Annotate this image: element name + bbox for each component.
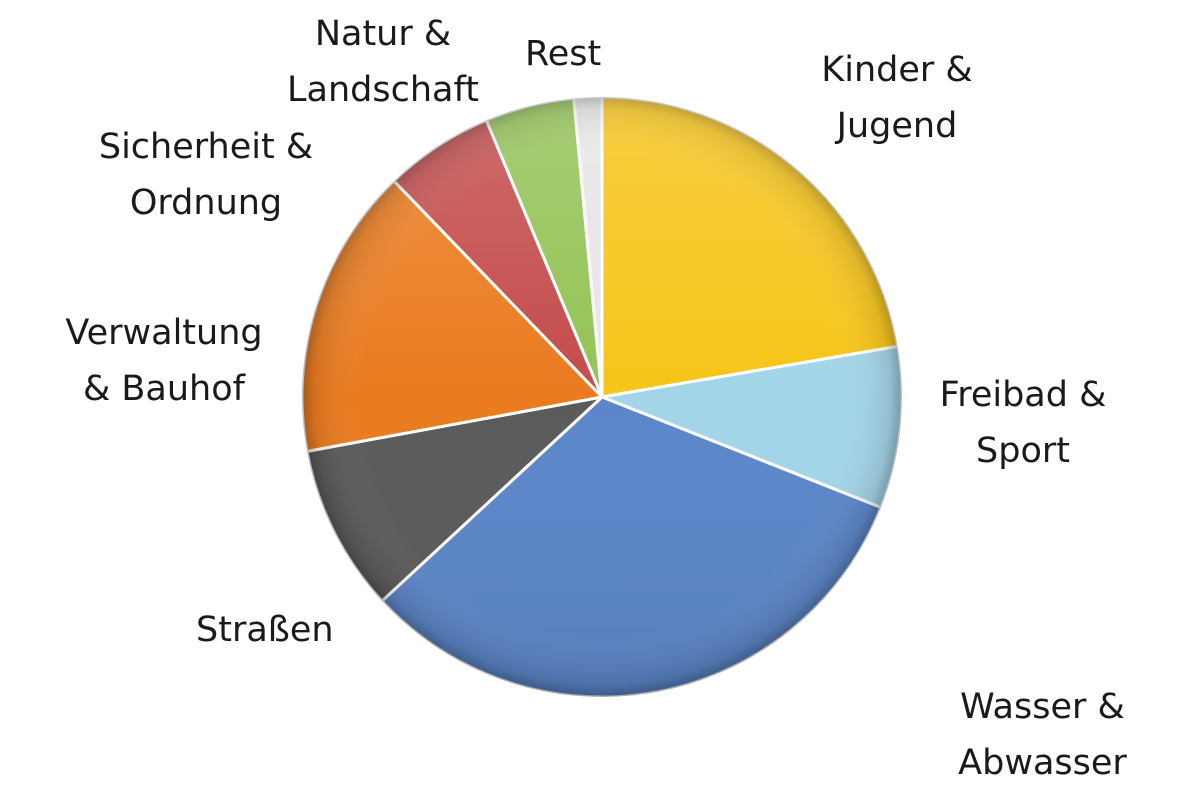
slice-label-freibad-sport: Freibad & Sport bbox=[939, 375, 1107, 471]
slice-label-kinder-jugend: Kinder & Jugend bbox=[821, 50, 973, 146]
slice-label-sicherheit-ordnung: Sicherheit & Ordnung bbox=[98, 127, 314, 223]
pie-slices bbox=[300, 95, 904, 699]
slice-label-strassen: Straßen bbox=[196, 610, 334, 650]
slice-label-wasser-abwasser: Wasser & Abwasser bbox=[958, 687, 1127, 783]
slice-label-rest: Rest bbox=[525, 34, 602, 74]
slice-label-verwaltung-bauhof: Verwaltung & Bauhof bbox=[65, 313, 263, 409]
slice-label-natur-landschaft: Natur & Landschaft bbox=[287, 14, 479, 110]
